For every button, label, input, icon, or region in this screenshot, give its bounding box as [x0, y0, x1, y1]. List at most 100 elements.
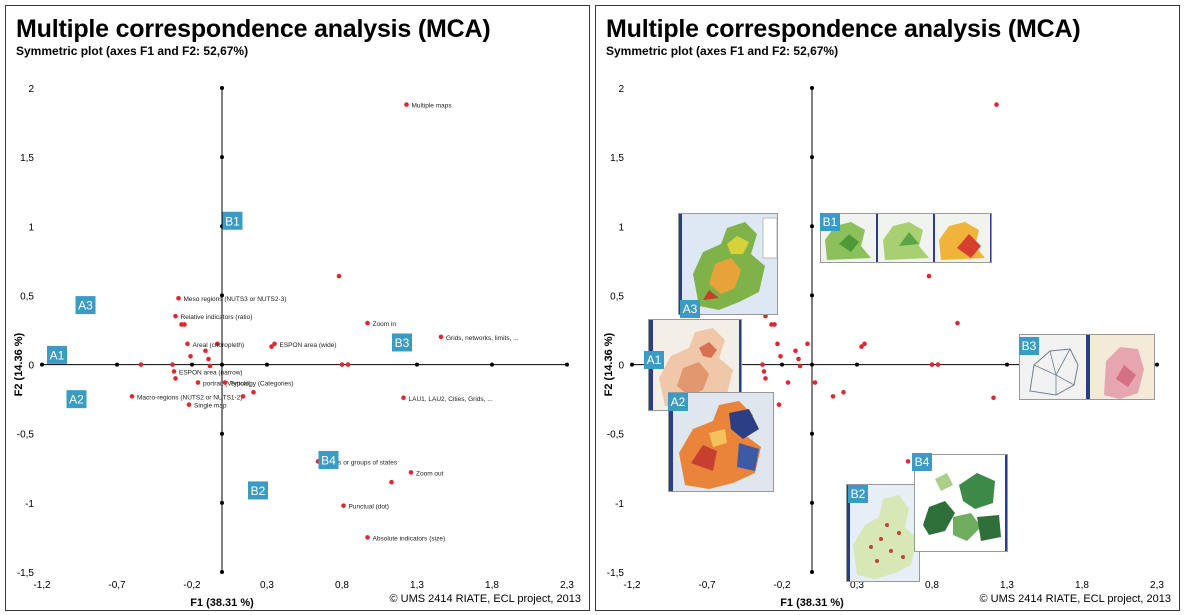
y-tick-mark [220, 431, 224, 436]
data-point [173, 313, 178, 319]
data-point [251, 389, 256, 395]
y-tick-label: 0 [618, 361, 624, 372]
data-point [859, 344, 864, 349]
x-tick-mark [115, 362, 119, 367]
data-point [182, 322, 187, 327]
x-tick-label: -0,2 [183, 580, 201, 591]
point-label: portrait (Vertical) [203, 381, 251, 388]
point-label: Grids, networks, limits, ... [446, 335, 519, 342]
data-point [785, 380, 791, 385]
y-tick-mark [810, 224, 814, 229]
data-point [760, 362, 765, 367]
data-point [805, 341, 810, 347]
data-point [404, 102, 409, 107]
group-badge [392, 333, 412, 352]
data-point [929, 362, 935, 367]
y-tick-mark [220, 155, 224, 160]
data-point [812, 380, 818, 385]
data-point [207, 363, 213, 369]
y-axis-title: F2 (14.36 %) [13, 332, 25, 396]
group-badge: A2 [668, 393, 688, 411]
point-label: ESPON area (narrow) [179, 369, 243, 376]
x-tick-label: -0,2 [773, 580, 791, 591]
y-tick-label: 1,5 [610, 153, 624, 164]
data-point [438, 334, 444, 340]
y-tick-label: 1 [28, 222, 34, 233]
data-point [935, 362, 941, 367]
x-tick-mark [265, 362, 269, 367]
y-tick-label: -1,5 [607, 568, 625, 579]
point-label: LAU1, LAU2, Cities, Grids, ... [409, 396, 493, 403]
point-label: Single map [194, 403, 227, 410]
y-tick-label: -0,5 [607, 430, 625, 441]
x-tick-label: 2,3 [560, 580, 574, 591]
y-tick-mark [220, 86, 224, 90]
y-tick-label: 1 [618, 222, 624, 233]
data-point [796, 356, 801, 362]
x-tick-label: -1,2 [623, 580, 641, 591]
x-tick-label: 0,3 [850, 580, 864, 591]
x-axis-title: F1 (38.31 %) [780, 597, 844, 609]
y-tick-mark [810, 293, 814, 298]
data-point [905, 459, 911, 464]
data-point [761, 369, 767, 374]
point-label: Typology (Categories) [230, 381, 294, 388]
data-point [341, 503, 346, 508]
map-thumbnail-b1 [820, 213, 992, 263]
y-tick-mark [810, 500, 814, 505]
data-point [797, 363, 803, 369]
data-point [188, 353, 193, 359]
mca-chart-right: Multiple correspondence analysis (MCA) S… [595, 5, 1180, 611]
x-tick-label: 1,8 [1075, 580, 1089, 591]
group-badge [222, 211, 243, 230]
y-tick-label: -1,5 [17, 568, 35, 579]
y-tick-mark [220, 293, 224, 298]
x-tick-mark [1155, 362, 1159, 367]
group-badge-label: B4 [321, 453, 336, 467]
x-tick-mark [40, 362, 44, 367]
point-label: ESPON area (wide) [280, 342, 337, 349]
chart-subtitle: Symmetric plot (axes F1 and F2: 52,67%) [606, 44, 839, 58]
y-tick-mark [810, 155, 814, 160]
y-tick-label: -0,5 [17, 430, 35, 441]
group-badge: B1 [820, 213, 840, 231]
point-label: Absolute indicators (size) [373, 535, 446, 542]
x-tick-label: -0,7 [698, 580, 716, 591]
x-tick-label: 0,8 [335, 580, 349, 591]
data-point [336, 273, 342, 279]
data-point [129, 394, 135, 399]
data-point [339, 362, 345, 367]
y-tick-mark [810, 431, 814, 436]
x-tick-label: 0,8 [925, 580, 939, 591]
y-tick-label: -1 [25, 499, 34, 510]
group-badge-label: A2 [69, 393, 84, 407]
group-badge: B3 [1019, 337, 1039, 355]
group-badge-label: B3 [395, 336, 410, 350]
point-label: Macro-regions (NUTS2 or NUTS1-2) [137, 394, 242, 401]
y-axis-title: F2 (14.36 %) [603, 332, 615, 396]
x-tick-label: -1,2 [33, 580, 51, 591]
data-point [173, 376, 178, 381]
data-point [401, 395, 406, 401]
y-tick-label: 0,5 [610, 291, 624, 302]
data-point [365, 320, 370, 326]
data-point [272, 341, 277, 347]
map-thumbnail-a3 [678, 213, 778, 315]
map-thumbnail-b3 [1019, 334, 1155, 400]
data-point [994, 102, 999, 107]
y-tick-mark [220, 362, 224, 367]
copyright-credit: © UMS 2414 RIATE, ECL project, 2013 [389, 593, 581, 605]
data-point [772, 322, 777, 327]
group-badge-label: A1 [50, 348, 65, 362]
group-badge: B2 [848, 485, 868, 503]
point-label: States or groups of states [323, 459, 398, 466]
data-point [763, 313, 768, 319]
scatter-plot-left: -1,2 -0,7 -0,2 0,3 0,8 1,3 1,8 2,3 2 1,5 1 0,5 0 -0,5… [13, 84, 574, 609]
group-badge-label: A3 [78, 299, 93, 313]
data-point [793, 348, 798, 354]
data-point [345, 362, 351, 367]
x-tick-label: -0,7 [108, 580, 126, 591]
data-point [138, 362, 144, 367]
data-point [176, 295, 181, 301]
data-point [171, 369, 177, 374]
